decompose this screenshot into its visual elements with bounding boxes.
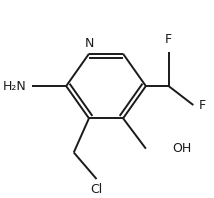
Text: N: N xyxy=(84,37,94,50)
Text: F: F xyxy=(165,33,172,46)
Text: F: F xyxy=(199,99,206,111)
Text: Cl: Cl xyxy=(90,183,103,196)
Text: H₂N: H₂N xyxy=(3,80,26,92)
Text: OH: OH xyxy=(172,142,192,155)
